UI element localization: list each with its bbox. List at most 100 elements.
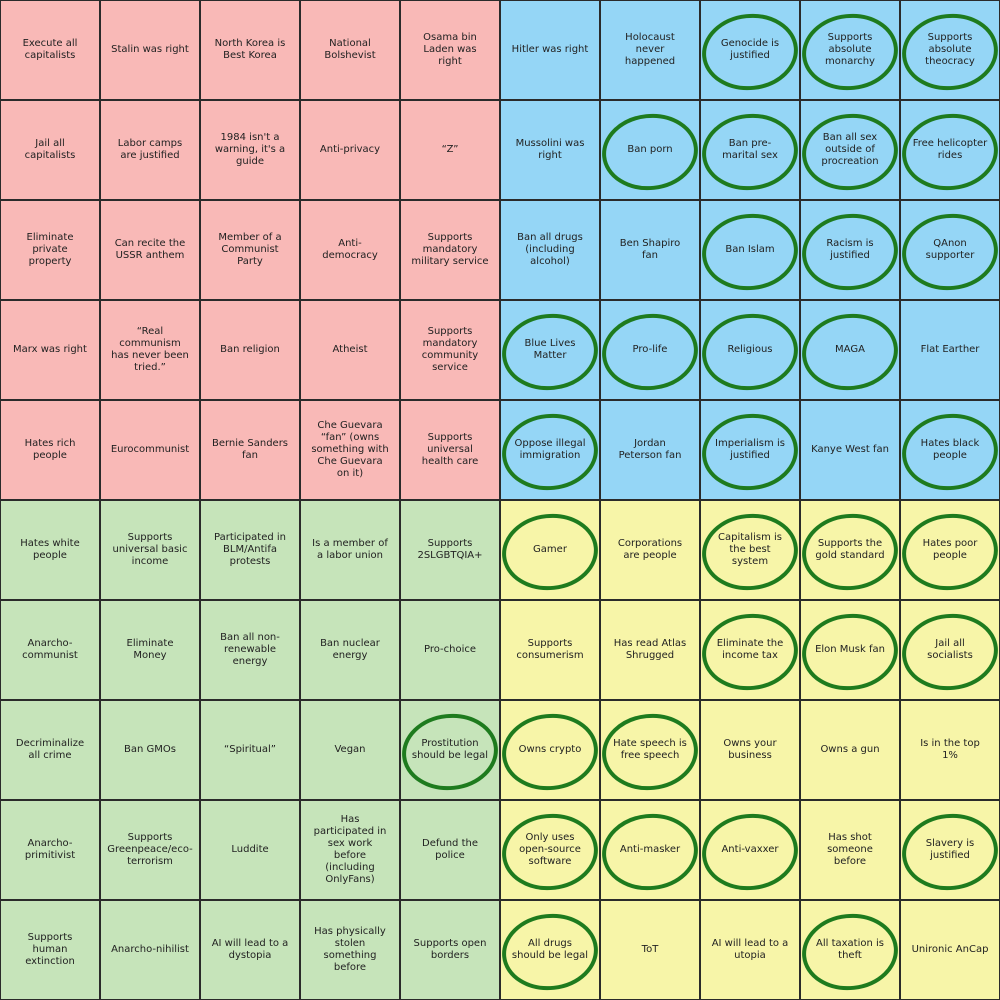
cell-text: Unironic AnCap [911, 944, 989, 955]
cell-text: North Korea is Best Korea [214, 38, 286, 61]
cell-text: All taxation is theft [816, 938, 884, 961]
grid-cell: Supports human extinction [0, 900, 100, 1000]
cell-text: Hates poor people [922, 538, 978, 561]
cell-text: ToT [641, 944, 659, 955]
grid-cell: Anti-vaxxer [700, 800, 800, 900]
grid-cell: Ban all non-renewable energy [200, 600, 300, 700]
cell-text: Can recite the USSR anthem [114, 238, 186, 261]
grid-cell: Gamer [500, 500, 600, 600]
grid-cell: Racism is justified [800, 200, 900, 300]
grid-cell: Hates poor people [900, 500, 1000, 600]
grid-cell: Anarcho-primitivist [0, 800, 100, 900]
grid-cell: Is a member of a labor union [300, 500, 400, 600]
grid-cell: Hitler was right [500, 0, 600, 100]
grid-cell: Participated in BLM/Antifa protests [200, 500, 300, 600]
grid-cell: Supports the gold standard [800, 500, 900, 600]
cell-text: Genocide is justified [720, 38, 780, 61]
grid-cell: Ban all sex outside of procreation [800, 100, 900, 200]
cell-text: Eurocommunist [110, 444, 190, 455]
grid-cell: Holocaust never happened [600, 0, 700, 100]
cell-text: Supports human extinction [25, 932, 75, 967]
cell-text: MAGA [835, 344, 865, 355]
cell-text: Member of a Communist Party [218, 232, 282, 267]
grid-cell: AI will lead to a utopia [700, 900, 800, 1000]
cell-text: Holocaust never happened [624, 32, 676, 67]
cell-text: Elon Musk fan [815, 644, 885, 655]
grid-cell: Has participated in sex work before (inc… [300, 800, 400, 900]
grid-cell: Ban all drugs (including alcohol) [500, 200, 600, 300]
grid-cell: Corporations are people [600, 500, 700, 600]
grid-cell: Osama bin Laden was right [400, 0, 500, 100]
cell-text: Oppose illegal immigration [514, 438, 586, 461]
cell-text: Anti-privacy [319, 144, 381, 155]
grid-cell: Imperialism is justified [700, 400, 800, 500]
cell-text: Supports universal health care [421, 432, 479, 467]
cell-text: Anarcho-communist [22, 638, 78, 661]
grid-cell: Eurocommunist [100, 400, 200, 500]
grid-cell: Hates black people [900, 400, 1000, 500]
cell-text: AI will lead to a dystopia [211, 938, 289, 961]
cell-text: Vegan [334, 744, 366, 755]
grid-cell: Only uses open-source software [500, 800, 600, 900]
cell-text: “Z” [441, 144, 459, 155]
cell-text: Participated in BLM/Antifa protests [214, 532, 286, 567]
grid-cell: Is in the top 1% [900, 700, 1000, 800]
cell-text: Ban religion [220, 344, 280, 355]
grid-cell: AI will lead to a dystopia [200, 900, 300, 1000]
grid-cell: Ban GMOs [100, 700, 200, 800]
cell-text: All drugs should be legal [511, 938, 589, 961]
grid-cell: “Spiritual” [200, 700, 300, 800]
grid-cell: Pro-life [600, 300, 700, 400]
cell-text: Is in the top 1% [920, 738, 980, 761]
grid-cell: Eliminate the income tax [700, 600, 800, 700]
cell-text: Supports absolute monarchy [825, 32, 875, 67]
grid-cell: Supports absolute theocracy [900, 0, 1000, 100]
cell-text: AI will lead to a utopia [711, 938, 789, 961]
cell-text: Supports open borders [413, 938, 487, 961]
grid-cell: QAnon supporter [900, 200, 1000, 300]
cell-text: Corporations are people [617, 538, 683, 561]
cell-text: Hate speech is free speech [613, 738, 687, 761]
cell-text: Anti-democracy [322, 238, 378, 261]
cell-text: Jordan Peterson fan [618, 438, 682, 461]
cell-text: Owns a gun [820, 744, 880, 755]
cell-text: Supports 2SLGBTQIA+ [417, 538, 483, 561]
grid-cell: Ban Islam [700, 200, 800, 300]
cell-text: Kanye West fan [811, 444, 889, 455]
cell-text: Blue Lives Matter [524, 338, 576, 361]
grid-cell: Genocide is justified [700, 0, 800, 100]
grid-cell: Prostitution should be legal [400, 700, 500, 800]
grid-cell: Blue Lives Matter [500, 300, 600, 400]
cell-text: Anarcho-nihilist [111, 944, 189, 955]
grid-cell: Supports absolute monarchy [800, 0, 900, 100]
grid-cell: Bernie Sanders fan [200, 400, 300, 500]
cell-text: Ban porn [627, 144, 673, 155]
grid-cell: Ban nuclear energy [300, 600, 400, 700]
grid-cell: Anarcho-communist [0, 600, 100, 700]
cell-text: Slavery is justified [925, 838, 975, 861]
cell-text: Eliminate the income tax [716, 638, 784, 661]
cell-text: Anti-masker [619, 844, 681, 855]
grid-cell: Jail all capitalists [0, 100, 100, 200]
cell-text: Has read Atlas Shrugged [613, 638, 687, 661]
cell-text: Ban nuclear energy [320, 638, 380, 661]
grid-cell: Member of a Communist Party [200, 200, 300, 300]
cell-text: Gamer [533, 544, 567, 555]
grid-cell: North Korea is Best Korea [200, 0, 300, 100]
grid-cell: Unironic AnCap [900, 900, 1000, 1000]
grid-cell: Supports mandatory military service [400, 200, 500, 300]
cell-text: 1984 isn't a warning, it's a guide [214, 132, 286, 167]
cell-text: Luddite [231, 844, 269, 855]
cell-text: Jail all capitalists [24, 138, 76, 161]
grid-cell: Supports Greenpeace/eco-terrorism [100, 800, 200, 900]
cell-text: Pro-choice [423, 644, 477, 655]
grid-cell: Luddite [200, 800, 300, 900]
cell-text: Imperialism is justified [715, 438, 785, 461]
cell-text: Mussolini was right [515, 138, 585, 161]
grid-cell: “Z” [400, 100, 500, 200]
grid-cell: Mussolini was right [500, 100, 600, 200]
cell-text: Supports Greenpeace/eco-terrorism [107, 832, 193, 867]
cell-text: Pro-life [632, 344, 668, 355]
cell-text: Supports universal basic income [112, 532, 188, 567]
